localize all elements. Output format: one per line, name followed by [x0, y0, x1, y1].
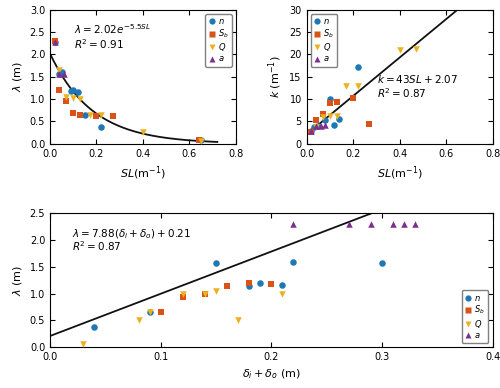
Point: [326, 96, 334, 102]
Point: [146, 309, 154, 315]
Point: [378, 260, 386, 266]
Point: [76, 96, 84, 102]
Point: [267, 281, 275, 287]
Point: [326, 113, 334, 119]
Point: [396, 47, 404, 53]
Point: [156, 309, 164, 315]
Point: [179, 291, 187, 297]
Point: [108, 113, 116, 119]
Point: [307, 128, 315, 134]
Point: [321, 122, 329, 128]
Y-axis label: $k$ (m$^{-1}$): $k$ (m$^{-1}$): [266, 55, 283, 98]
Point: [62, 98, 70, 104]
Point: [234, 317, 242, 324]
Point: [400, 221, 408, 227]
Point: [62, 94, 70, 100]
Text: $R^2 = 0.91$: $R^2 = 0.91$: [74, 37, 124, 50]
Point: [245, 282, 253, 289]
Point: [330, 122, 338, 128]
Point: [335, 116, 343, 122]
Point: [316, 123, 324, 129]
Point: [67, 88, 75, 94]
Point: [92, 113, 100, 119]
Point: [50, 39, 58, 45]
Point: [354, 64, 362, 70]
Text: $\lambda = 7.88(\delta_i + \delta_o) + 0.21$: $\lambda = 7.88(\delta_i + \delta_o) + 0…: [72, 228, 191, 241]
Point: [50, 38, 58, 44]
Point: [333, 99, 341, 105]
Point: [290, 258, 298, 265]
Legend: $n$, $S_b$, $Q$, $a$: $n$, $S_b$, $Q$, $a$: [462, 290, 488, 343]
Point: [69, 87, 77, 93]
Point: [307, 128, 315, 135]
Point: [179, 294, 187, 301]
Point: [76, 111, 84, 118]
Point: [290, 221, 298, 227]
Point: [354, 83, 362, 89]
Point: [69, 110, 77, 116]
Point: [58, 69, 66, 75]
Point: [139, 129, 147, 135]
Point: [97, 124, 105, 130]
Point: [412, 45, 420, 52]
Point: [344, 221, 352, 227]
Point: [319, 111, 327, 117]
Text: $\lambda = 2.02e^{-5.5SL}$: $\lambda = 2.02e^{-5.5SL}$: [74, 22, 152, 36]
Point: [134, 317, 142, 324]
Point: [50, 39, 58, 45]
Point: [56, 67, 64, 73]
Point: [411, 221, 419, 227]
Point: [314, 123, 322, 129]
Point: [69, 95, 77, 101]
Point: [197, 137, 205, 144]
Point: [201, 291, 209, 297]
Y-axis label: $\lambda$ (m): $\lambda$ (m): [11, 61, 24, 92]
X-axis label: $\delta_i + \delta_o$ (m): $\delta_i + \delta_o$ (m): [242, 368, 300, 381]
Y-axis label: $\lambda$ (m): $\lambda$ (m): [11, 265, 24, 296]
Point: [319, 114, 327, 120]
X-axis label: $SL$(m$^{-1}$): $SL$(m$^{-1}$): [376, 164, 422, 182]
Point: [333, 113, 341, 119]
Point: [56, 71, 64, 77]
Point: [310, 124, 318, 130]
Text: $k = 43SL + 2.07$: $k = 43SL + 2.07$: [377, 73, 458, 85]
Point: [256, 280, 264, 286]
Point: [194, 137, 202, 143]
Point: [79, 340, 87, 346]
Point: [321, 116, 329, 123]
Point: [56, 87, 64, 93]
Point: [146, 309, 154, 315]
Point: [212, 288, 220, 294]
Point: [278, 282, 286, 288]
Point: [312, 116, 320, 123]
Point: [90, 324, 98, 331]
Point: [223, 282, 231, 289]
Point: [312, 123, 320, 129]
Point: [278, 291, 286, 297]
Point: [367, 221, 375, 227]
Point: [326, 100, 334, 107]
Point: [86, 111, 94, 118]
Point: [342, 83, 350, 90]
Text: $R^2 = 0.87$: $R^2 = 0.87$: [377, 86, 427, 100]
Point: [74, 89, 82, 95]
Legend: $n$, $S_b$, $Q$, $a$: $n$, $S_b$, $Q$, $a$: [205, 14, 232, 67]
X-axis label: $SL$(m$^{-1}$): $SL$(m$^{-1}$): [120, 164, 166, 182]
Point: [201, 291, 209, 297]
Point: [366, 120, 374, 126]
Point: [197, 137, 205, 143]
Legend: $n$, $S_b$, $Q$, $a$: $n$, $S_b$, $Q$, $a$: [310, 14, 338, 67]
Point: [349, 95, 357, 101]
Point: [56, 71, 64, 77]
Point: [212, 260, 220, 266]
Text: $R^2 = 0.87$: $R^2 = 0.87$: [72, 239, 122, 253]
Point: [97, 111, 105, 118]
Point: [312, 124, 320, 130]
Point: [60, 71, 68, 78]
Point: [307, 128, 315, 134]
Point: [245, 280, 253, 286]
Point: [81, 111, 89, 118]
Point: [389, 221, 397, 227]
